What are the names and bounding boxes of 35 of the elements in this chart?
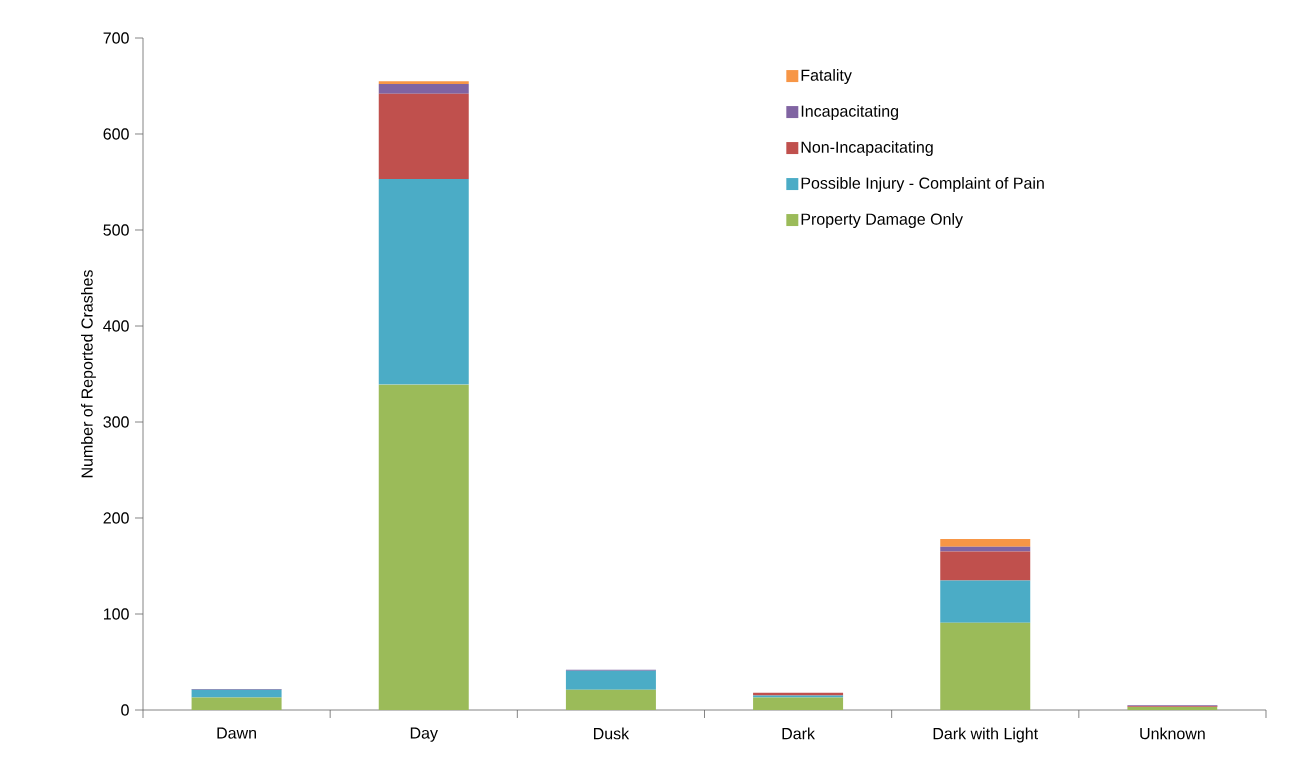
bar — [378, 179, 469, 385]
y-tick-label: 700 — [103, 32, 129, 44]
legend-label: Fatality — [801, 69, 852, 84]
y-tick-label: 0 — [121, 704, 129, 716]
x-tick-label: Dawn — [217, 727, 256, 739]
y-tick-label: 200 — [103, 512, 129, 524]
legend-label: Non-Incapacitating — [801, 141, 933, 156]
y-tick-label: 500 — [103, 224, 129, 236]
y-tick-label: 100 — [104, 608, 129, 620]
x-tick-label: Dusk — [594, 727, 630, 740]
bar — [378, 81, 469, 85]
y-tick-label: 600 — [103, 128, 129, 140]
bar — [753, 697, 844, 710]
bar — [940, 546, 1031, 552]
bar — [565, 689, 656, 710]
legend-label: Incapacitating — [801, 105, 899, 120]
x-tick-label: Dark with Light — [933, 727, 1039, 743]
bar — [940, 622, 1031, 710]
bar — [940, 551, 1031, 581]
legend-label: Possible Injury - Complaint of Pain — [801, 177, 1044, 192]
y-tick-label: 300 — [103, 416, 129, 428]
bar — [378, 93, 469, 180]
bar — [940, 539, 1031, 547]
bar — [191, 689, 282, 698]
bar — [378, 384, 469, 710]
x-tick-label: Dark — [782, 727, 815, 740]
y-tick-label: 400 — [103, 320, 129, 332]
y-axis-title: Number of Reported Crashes — [81, 270, 96, 478]
x-tick-label: Unknown — [1140, 727, 1205, 740]
x-tick-label: Day — [410, 727, 438, 742]
bar — [940, 580, 1031, 623]
bar — [191, 697, 282, 710]
legend-label: Property Damage Only — [801, 213, 963, 228]
bar — [378, 84, 469, 94]
bar — [565, 670, 656, 690]
